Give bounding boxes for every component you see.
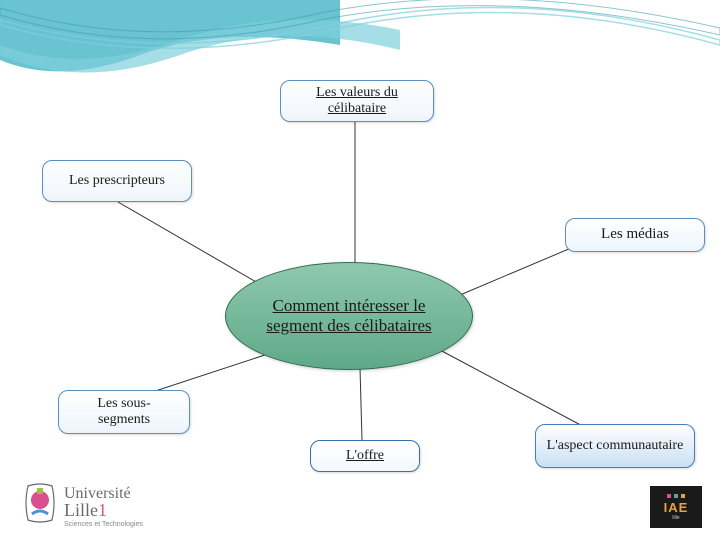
center-node-label: Comment intéresser le segment des céliba… [256, 296, 442, 337]
node-valeurs-label: Les valeurs du célibataire [291, 85, 423, 117]
node-communautaire-label: L'aspect communautaire [547, 438, 684, 454]
node-offre: L'offre [310, 440, 420, 472]
node-sous-segments-label: Les sous-segments [97, 396, 150, 428]
node-valeurs: Les valeurs du célibataire [280, 80, 434, 122]
diagram-stage: Comment intéresser le segment des céliba… [0, 0, 720, 540]
node-prescripteurs: Les prescripteurs [42, 160, 192, 202]
edge-center-communautaire [440, 350, 590, 430]
edge-center-prescripteurs [118, 202, 270, 290]
node-prescripteurs-label: Les prescripteurs [69, 173, 165, 189]
node-offre-label: L'offre [346, 448, 384, 464]
node-sous-segments: Les sous-segments [58, 390, 190, 434]
edge-center-offre [360, 368, 362, 440]
node-medias-label: Les médias [601, 226, 669, 243]
center-node: Comment intéresser le segment des céliba… [225, 262, 473, 370]
node-communautaire: L'aspect communautaire [535, 424, 695, 468]
node-medias: Les médias [565, 218, 705, 252]
